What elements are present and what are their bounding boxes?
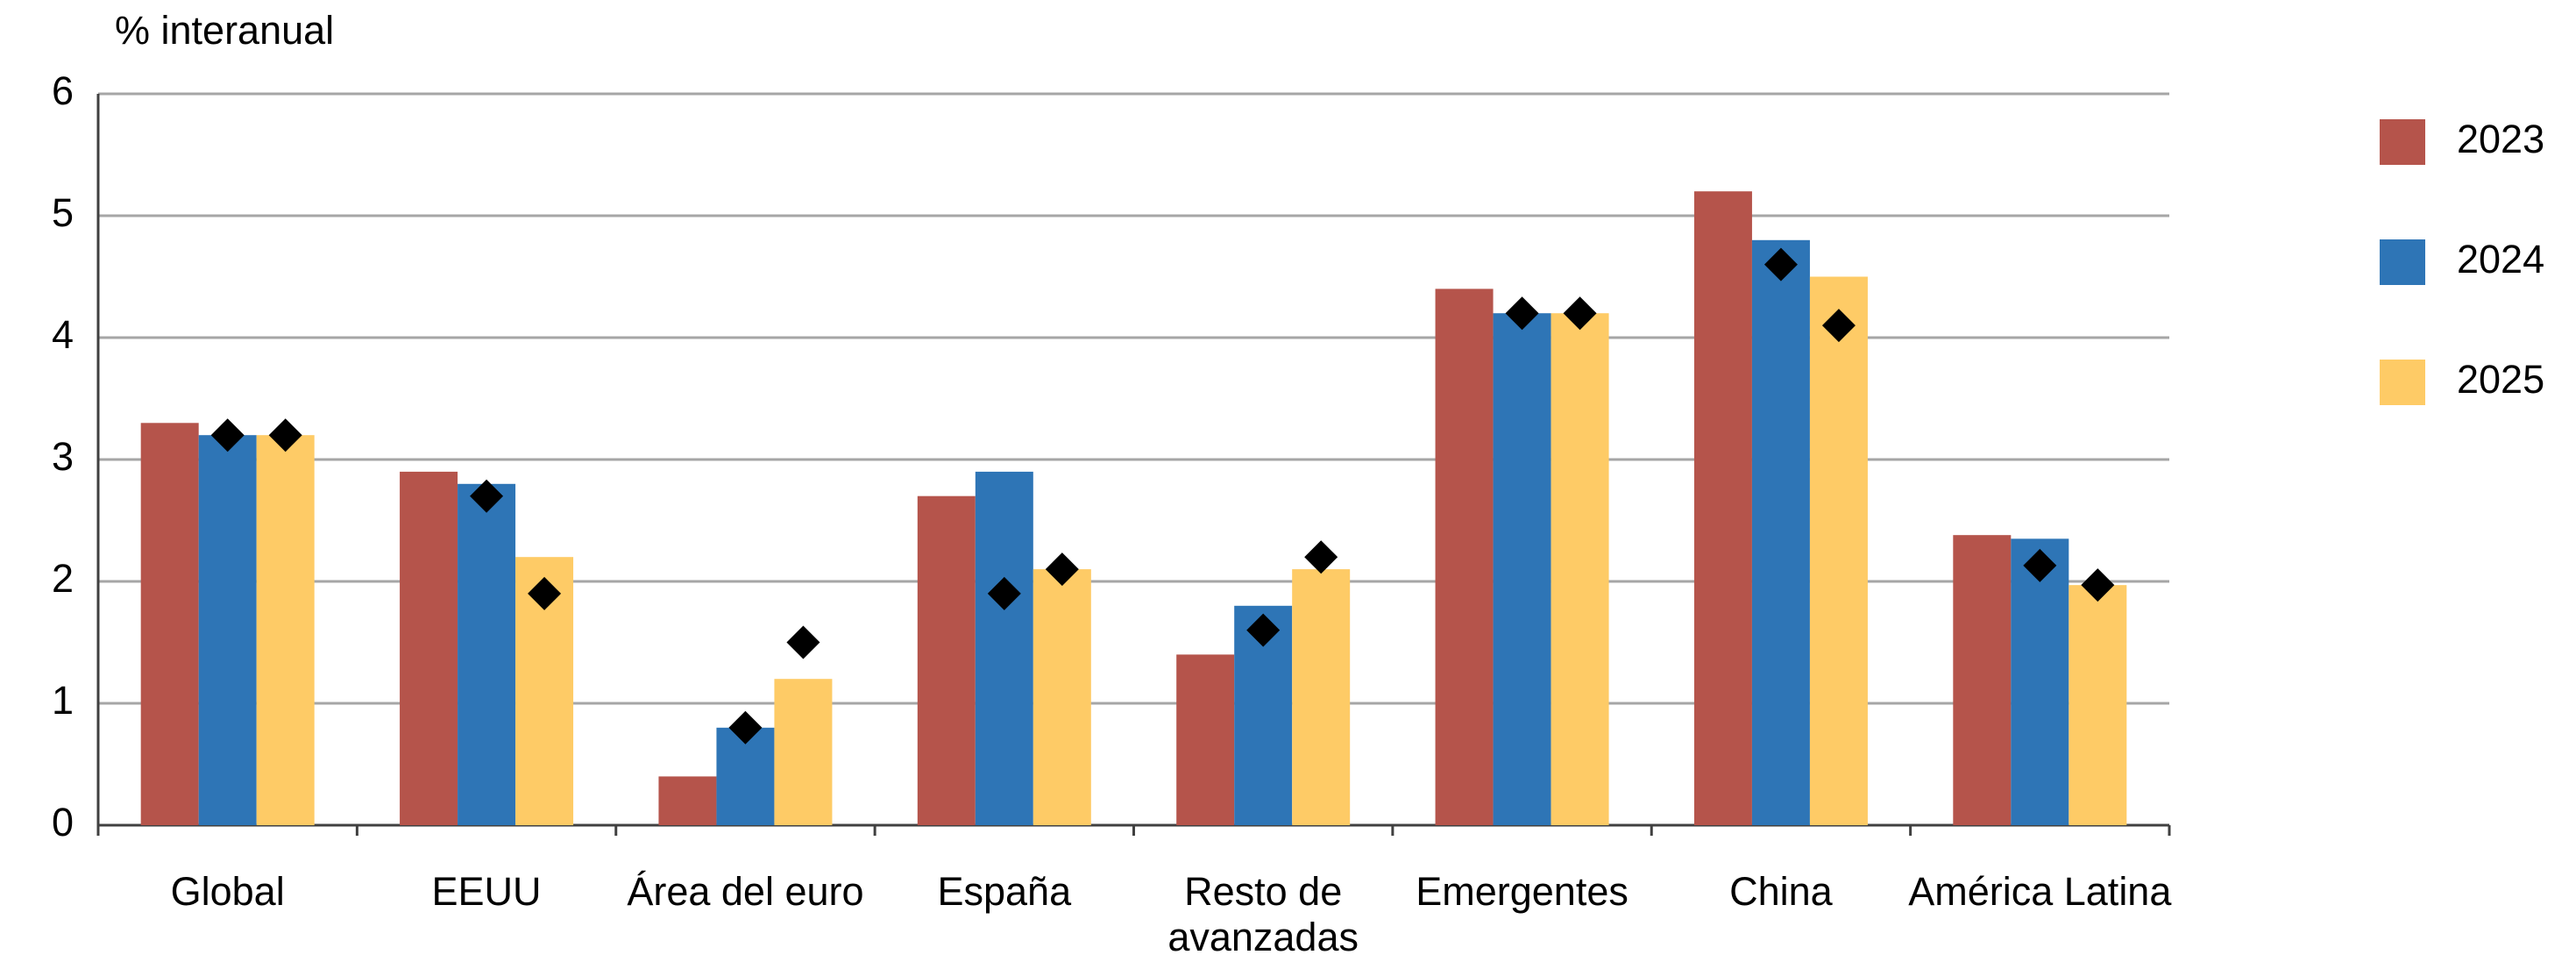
legend-swatch (2380, 119, 2425, 165)
marker (210, 418, 245, 452)
bar (2069, 585, 2127, 825)
y-tick-label: 2 (52, 556, 74, 601)
x-tick-label: EEUU (431, 869, 542, 914)
bar (1493, 313, 1551, 825)
x-tick-label: América Latina (1908, 869, 2172, 914)
marker (786, 625, 820, 659)
y-tick-label: 3 (52, 434, 74, 479)
x-tick-label: España (937, 869, 1072, 914)
bar (198, 435, 257, 825)
marker (528, 576, 562, 610)
marker (728, 710, 763, 745)
bar (1809, 276, 1868, 825)
marker (1763, 247, 1798, 281)
bar (1953, 535, 2012, 825)
marker (1505, 296, 1539, 331)
x-tick-label: Emergentes (1416, 869, 1629, 914)
legend-label: 2025 (2457, 357, 2544, 402)
bar (458, 483, 516, 825)
marker (1246, 613, 1281, 647)
bar (1551, 313, 1609, 825)
bar (256, 435, 315, 825)
bar (975, 471, 1033, 825)
legend-label: 2024 (2457, 237, 2544, 281)
bar (774, 679, 833, 825)
bar (1435, 289, 1494, 825)
marker (2081, 568, 2115, 602)
x-tick-label: Global (170, 869, 285, 914)
bar (2011, 538, 2069, 825)
marker (987, 576, 1021, 610)
bar (658, 776, 717, 825)
marker (1045, 552, 1079, 587)
y-tick-label: 1 (52, 678, 74, 723)
bar (1292, 569, 1351, 825)
y-tick-label: 4 (52, 312, 74, 357)
legend-label: 2023 (2457, 117, 2544, 161)
bar (1693, 191, 1752, 825)
marker (470, 479, 504, 513)
marker (1563, 296, 1597, 331)
x-tick-label: Área del euro (627, 869, 864, 914)
y-tick-label: 0 (52, 800, 74, 844)
bar (140, 423, 199, 825)
marker (2023, 548, 2057, 582)
bar (1751, 239, 1810, 825)
legend-swatch (2380, 239, 2425, 285)
y-tick-label: 5 (52, 190, 74, 235)
marker (1821, 309, 1856, 343)
x-tick-label: China (1729, 869, 1833, 914)
bar (1176, 654, 1235, 825)
y-axis-label: % interanual (115, 8, 334, 53)
marker (1304, 540, 1338, 574)
bar (1033, 569, 1091, 825)
y-tick-label: 6 (52, 68, 74, 113)
bar (917, 495, 976, 825)
bar (400, 471, 458, 825)
marker (268, 418, 302, 452)
legend-swatch (2380, 360, 2425, 405)
x-tick-label: Resto de avanzadas (1167, 869, 1359, 959)
